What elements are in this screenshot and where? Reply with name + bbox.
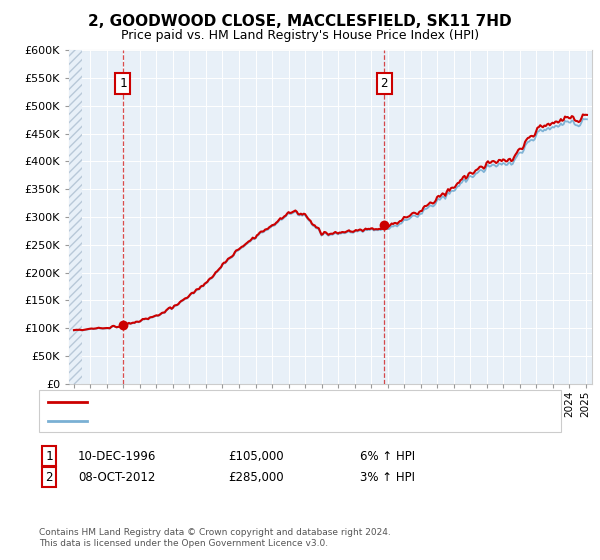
Text: HPI: Average price, detached house, Cheshire East: HPI: Average price, detached house, Ches… xyxy=(93,416,376,426)
Point xyxy=(118,321,128,330)
Text: 10-DEC-1996: 10-DEC-1996 xyxy=(78,450,157,463)
Text: 2, GOODWOOD CLOSE, MACCLESFIELD, SK11 7HD (detached house): 2, GOODWOOD CLOSE, MACCLESFIELD, SK11 7H… xyxy=(93,397,475,407)
Text: 2: 2 xyxy=(46,470,53,484)
Point xyxy=(379,221,389,230)
Text: 08-OCT-2012: 08-OCT-2012 xyxy=(78,470,155,484)
Bar xyxy=(69,50,82,384)
Text: Price paid vs. HM Land Registry's House Price Index (HPI): Price paid vs. HM Land Registry's House … xyxy=(121,29,479,42)
Text: £285,000: £285,000 xyxy=(228,470,284,484)
Text: 1: 1 xyxy=(119,77,127,90)
Text: 2, GOODWOOD CLOSE, MACCLESFIELD, SK11 7HD: 2, GOODWOOD CLOSE, MACCLESFIELD, SK11 7H… xyxy=(88,14,512,29)
Text: 1: 1 xyxy=(46,450,53,463)
Text: £105,000: £105,000 xyxy=(228,450,284,463)
Text: 2: 2 xyxy=(380,77,388,90)
Text: 3% ↑ HPI: 3% ↑ HPI xyxy=(360,470,415,484)
Text: Contains HM Land Registry data © Crown copyright and database right 2024.
This d: Contains HM Land Registry data © Crown c… xyxy=(39,528,391,548)
Bar xyxy=(69,50,82,384)
Text: 6% ↑ HPI: 6% ↑ HPI xyxy=(360,450,415,463)
